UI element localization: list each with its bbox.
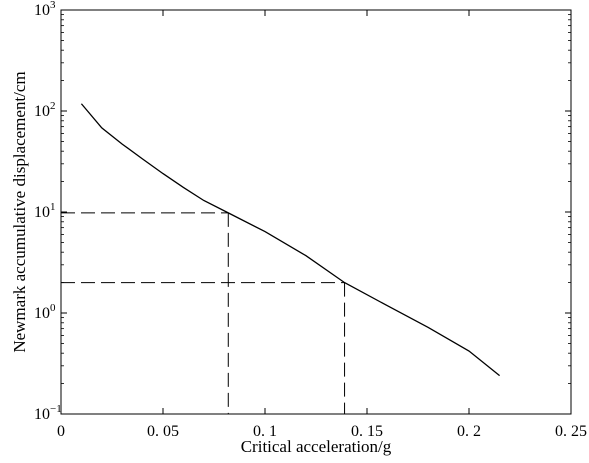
x-tick-label: 0. 25 [555,423,587,440]
x-tick-label: 0. 2 [457,423,481,440]
y-tick-label: 102 [34,100,56,120]
plot-frame [60,9,572,415]
y-tick-label: 100 [34,302,56,322]
x-ticks: 0 0. 05 0. 1 0. 15 0. 2 0. 25 [57,10,587,440]
y-tick-label: 10−1 [34,403,62,423]
x-tick-label: 0. 15 [351,423,383,440]
y-axis-label: Newmark accumulative displacement/cm [10,71,29,352]
y-ticks: 10−1 100 101 102 103 [34,0,571,423]
y-tick-label: 103 [34,0,56,19]
x-tick-label: 0. 1 [253,423,277,440]
y-tick-label: 101 [34,201,56,221]
reference-lines [61,212,346,414]
x-axis-label: Critical acceleration/g [241,437,392,456]
series-line [80,103,501,377]
x-tick-label: 0 [57,423,65,440]
x-tick-label: 0. 05 [147,423,179,440]
